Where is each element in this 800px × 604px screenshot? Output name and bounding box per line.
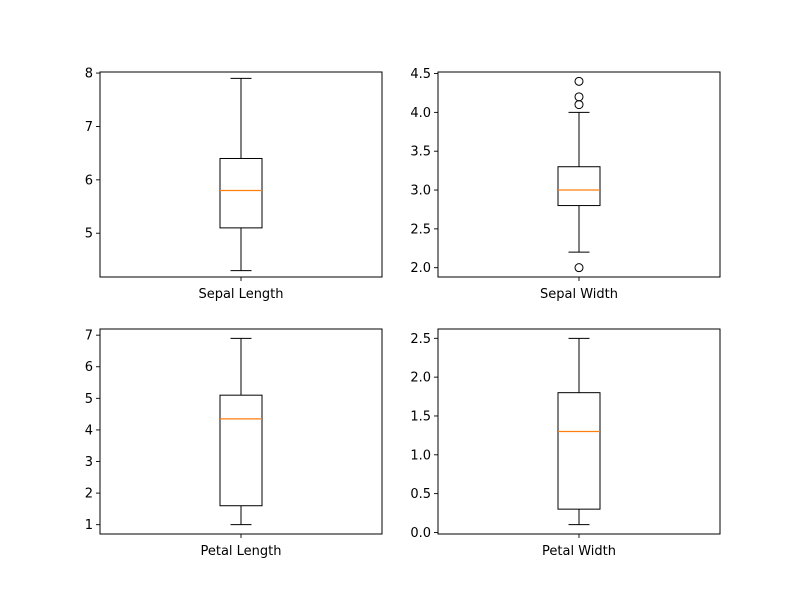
y-tick-label: 1 <box>85 518 93 533</box>
y-tick-label: 2.5 <box>410 222 431 237</box>
y-tick-label: 7 <box>85 120 93 135</box>
y-tick-label: 2.0 <box>410 371 431 386</box>
y-tick-label: 6 <box>85 173 93 188</box>
iqr-box <box>557 166 601 207</box>
iqr-box <box>557 392 601 510</box>
x-tick-label: Sepal Length <box>198 287 283 302</box>
axes-frame <box>437 328 721 535</box>
y-tick-label: 4.0 <box>410 106 431 121</box>
y-tick-label: 8 <box>85 67 93 82</box>
outlier-point <box>574 100 584 110</box>
y-tick-label: 0.0 <box>410 526 431 541</box>
y-tick-label: 2.0 <box>410 261 431 276</box>
y-tick-label: 1.5 <box>410 409 431 424</box>
y-tick-label: 3.5 <box>410 145 431 160</box>
y-tick-label: 0.5 <box>410 487 431 502</box>
x-tick-label: Petal Length <box>200 544 281 559</box>
outlier-point <box>574 76 584 86</box>
y-tick-label: 4.5 <box>410 67 431 82</box>
axes-frame <box>99 71 383 278</box>
outlier-point <box>574 263 584 273</box>
y-tick-label: 3.0 <box>410 184 431 199</box>
axes-frame <box>99 328 383 535</box>
y-tick-label: 2.5 <box>410 332 431 347</box>
iqr-box <box>219 157 263 229</box>
y-tick-label: 4 <box>85 423 93 438</box>
axes-frame <box>437 71 721 278</box>
y-tick-label: 3 <box>85 455 93 470</box>
y-tick-label: 7 <box>85 329 93 344</box>
y-tick-label: 5 <box>85 392 93 407</box>
y-tick-label: 5 <box>85 227 93 242</box>
iqr-box <box>219 394 263 507</box>
x-tick-label: Sepal Width <box>540 287 618 302</box>
x-tick-label: Petal Width <box>542 544 616 559</box>
y-tick-label: 6 <box>85 360 93 375</box>
outlier-point <box>574 92 584 102</box>
y-tick-label: 1.0 <box>410 448 431 463</box>
y-tick-label: 2 <box>85 487 93 502</box>
